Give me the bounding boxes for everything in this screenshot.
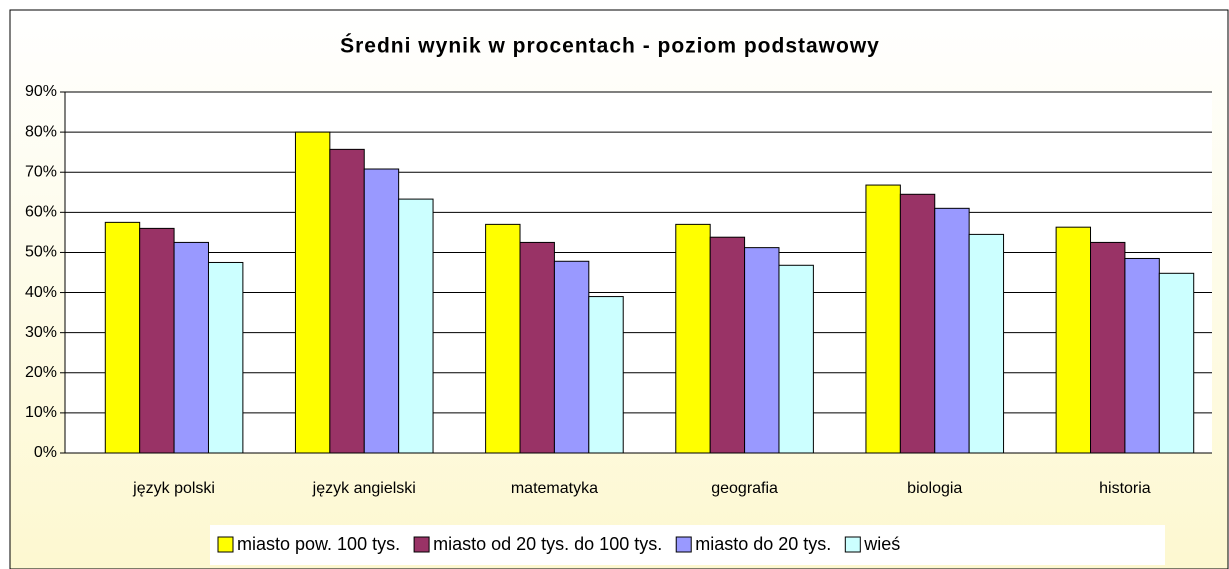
legend-label: wieś [863, 534, 900, 554]
bar [778, 264, 814, 454]
bar [363, 168, 400, 454]
bar [934, 207, 970, 454]
y-tick-label: 0% [34, 444, 57, 461]
chart-title: Średni wynik w procentach - poziom podst… [340, 34, 880, 58]
bar [709, 236, 746, 454]
y-tick-label: 50% [25, 244, 57, 261]
legend-swatch [217, 536, 234, 553]
plot-area [65, 92, 1212, 453]
x-tick-label: język angielski [312, 480, 416, 497]
y-tick-label: 90% [25, 83, 57, 100]
bar [485, 223, 521, 454]
bar [207, 261, 244, 454]
legend-label: miasto pow. 100 tys. [237, 534, 400, 554]
bar [865, 184, 901, 454]
bar [1124, 257, 1160, 454]
x-tick-label: matematyka [511, 480, 598, 497]
bar [1055, 226, 1092, 454]
bar [1158, 272, 1195, 454]
bar [675, 223, 711, 454]
y-tick-label: 20% [25, 364, 57, 381]
bar [173, 241, 209, 454]
bar [968, 233, 1005, 454]
bar [398, 198, 434, 454]
x-tick-label: geografia [711, 480, 778, 497]
bar [329, 148, 365, 454]
y-tick-label: 60% [25, 204, 57, 221]
y-tick-label: 80% [25, 123, 57, 140]
y-tick-label: 70% [25, 163, 57, 180]
bar [139, 227, 175, 454]
bar [104, 221, 141, 454]
x-tick-label: język polski [132, 480, 215, 497]
legend-swatch [844, 536, 861, 553]
legend-swatch [675, 536, 692, 553]
bar [899, 193, 936, 454]
bar [588, 296, 624, 454]
x-tick-label: biologia [907, 480, 962, 497]
y-tick-label: 40% [25, 284, 57, 301]
legend-label: miasto do 20 tys. [695, 534, 831, 554]
legend-label: miasto od 20 tys. do 100 tys. [433, 534, 662, 554]
bar [1090, 241, 1126, 454]
y-tick-label: 10% [25, 404, 57, 421]
bar [519, 241, 555, 454]
y-tick-label: 30% [25, 324, 57, 341]
bar [744, 247, 780, 454]
bar [553, 260, 590, 454]
bar [294, 131, 331, 454]
x-tick-label: historia [1099, 480, 1151, 497]
legend-swatch [413, 536, 430, 553]
